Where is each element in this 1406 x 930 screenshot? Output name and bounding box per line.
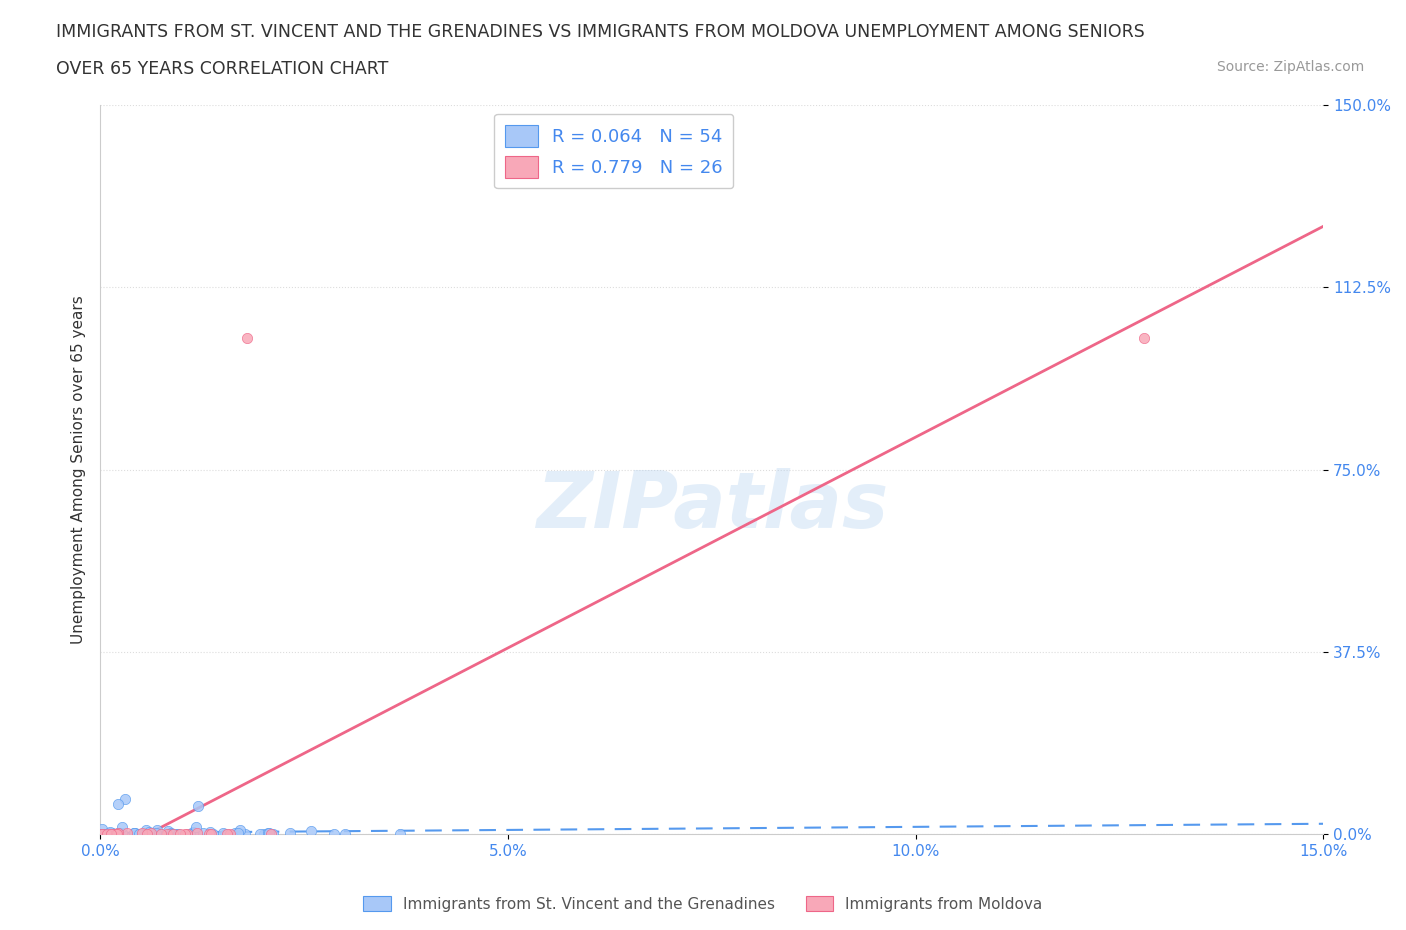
Point [183,825,205,840]
Point [98,825,121,840]
Point [226,826,249,841]
Point [98,826,121,841]
Text: OVER 65 YEARS CORRELATION CHART: OVER 65 YEARS CORRELATION CHART [56,60,388,78]
Point [299,823,322,838]
Legend: R = 0.064   N = 54, R = 0.779   N = 26: R = 0.064 N = 54, R = 0.779 N = 26 [495,113,734,189]
Point [136,827,159,842]
Point [249,827,271,842]
Point [105,827,128,842]
Point [104,827,127,842]
Point [229,822,252,837]
Point [131,826,153,841]
Point [111,825,134,840]
Point [236,331,259,346]
Point [105,827,128,842]
Point [124,826,146,841]
Point [260,826,283,841]
Point [146,823,169,838]
Text: Source: ZipAtlas.com: Source: ZipAtlas.com [1216,60,1364,74]
Point [104,827,127,842]
Point [389,826,412,841]
Point [253,826,276,841]
Point [135,823,157,838]
Point [101,827,124,842]
Point [107,826,129,841]
Point [198,824,221,839]
Point [156,827,179,842]
Point [107,826,129,841]
Point [187,799,209,814]
Point [111,819,134,834]
Point [89,827,111,842]
Text: IMMIGRANTS FROM ST. VINCENT AND THE GRENADINES VS IMMIGRANTS FROM MOLDOVA UNEMPL: IMMIGRANTS FROM ST. VINCENT AND THE GREN… [56,23,1144,41]
Point [333,826,356,841]
Point [181,824,204,839]
Point [91,827,114,842]
Point [96,826,118,841]
Point [127,827,149,842]
Point [280,826,302,841]
Y-axis label: Unemployment Among Seniors over 65 years: Unemployment Among Seniors over 65 years [72,295,86,644]
Point [101,826,124,841]
Point [91,821,114,836]
Point [150,827,173,842]
Point [98,825,121,840]
Point [159,826,181,841]
Point [114,792,136,807]
Point [169,826,191,841]
Point [256,826,278,841]
Point [138,824,160,839]
Point [211,825,233,840]
Point [166,826,188,841]
Point [219,827,242,842]
Point [186,819,208,834]
Point [174,827,197,842]
Point [117,826,139,841]
Text: ZIPatlas: ZIPatlas [536,468,887,544]
Point [224,826,246,841]
Point [159,827,181,842]
Point [202,827,225,842]
Point [94,827,117,842]
Point [323,827,346,842]
Point [162,827,184,842]
Point [91,827,114,842]
Point [215,826,238,841]
Point [128,827,150,842]
Point [197,827,219,842]
Point [200,827,222,842]
Point [145,826,167,841]
Point [131,826,153,841]
Point [214,827,236,842]
Point [122,826,145,841]
Legend: Immigrants from St. Vincent and the Grenadines, Immigrants from Moldova: Immigrants from St. Vincent and the Gren… [357,889,1049,918]
Point [179,827,201,842]
Point [233,826,256,841]
Point [162,827,184,842]
Point [100,826,122,841]
Point [166,826,188,841]
Point [186,825,208,840]
Point [176,827,198,842]
Point [139,826,162,841]
Point [191,825,214,840]
Point [1133,331,1156,346]
Point [262,827,284,842]
Point [257,825,280,840]
Point [124,825,146,840]
Point [156,824,179,839]
Point [107,797,129,812]
